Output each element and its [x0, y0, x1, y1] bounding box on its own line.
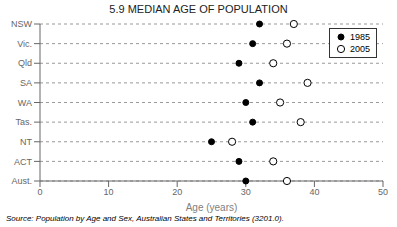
svg-text:ACT: ACT	[14, 157, 33, 167]
svg-text:Qld: Qld	[18, 58, 32, 68]
svg-text:0: 0	[37, 187, 42, 197]
svg-text:Vic.: Vic.	[17, 39, 32, 49]
svg-text:50: 50	[378, 187, 388, 197]
svg-text:NSW: NSW	[11, 19, 33, 29]
svg-text:20: 20	[172, 187, 182, 197]
svg-text:Age (years): Age (years)	[186, 202, 238, 213]
html-text:5.9 MEDIAN AGE OF POPULATION: 5.9 MEDIAN AGE OF POPULATION	[109, 3, 288, 15]
svg-text:Aust.: Aust.	[11, 176, 32, 186]
svg-text:10: 10	[104, 187, 114, 197]
svg-text:30: 30	[241, 187, 251, 197]
svg-text:40: 40	[309, 187, 319, 197]
svg-text:NT: NT	[20, 137, 32, 147]
svg-text:SA: SA	[20, 78, 32, 88]
svg-text:Tas.: Tas.	[15, 117, 32, 127]
svg-text:WA: WA	[18, 98, 32, 108]
html-text:Source: Population by Age and: Source: Population by Age and Sex, Austr…	[6, 214, 284, 223]
html-text:1985: 1985	[350, 32, 370, 42]
html-text:2005: 2005	[350, 44, 370, 54]
